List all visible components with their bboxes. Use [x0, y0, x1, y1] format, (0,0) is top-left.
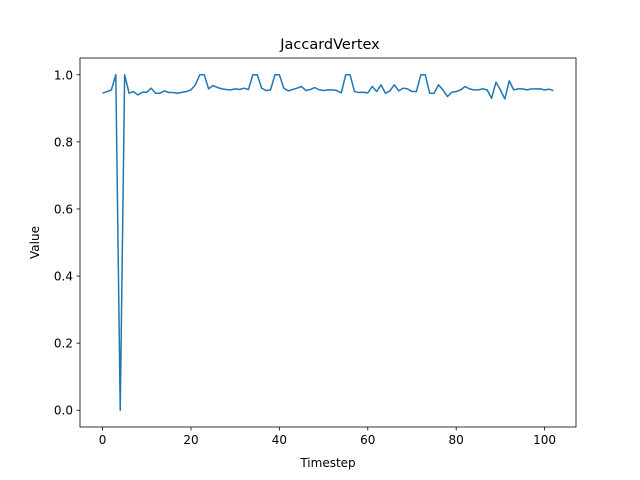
- plot-area: [102, 74, 554, 411]
- y-tick-label: 0.6: [54, 202, 73, 216]
- x-tick-label: 60: [360, 433, 375, 447]
- y-tick-label: 0.4: [54, 270, 73, 284]
- x-tick-label: 80: [449, 433, 464, 447]
- y-tick-label: 0.2: [54, 337, 73, 351]
- x-tick-label: 40: [272, 433, 287, 447]
- series-line-0: [102, 74, 554, 411]
- x-tick-label: 0: [99, 433, 107, 447]
- x-tick-label: 100: [533, 433, 556, 447]
- axes-frame: [79, 57, 577, 428]
- y-tick-label: 0.8: [54, 135, 73, 149]
- x-tick-label: 20: [183, 433, 198, 447]
- x-axis-label: Timestep: [299, 456, 355, 470]
- chart-title: JaccardVertex: [279, 37, 380, 53]
- y-axis-label: Value: [28, 226, 42, 259]
- y-axis-ticks: 0.0 0.2 0.4 0.6 0.8 1.0: [54, 68, 80, 418]
- y-tick-label: 1.0: [54, 68, 73, 82]
- y-tick-label: 0.0: [54, 404, 73, 418]
- x-axis-ticks: 0 20 40 60 80 100: [99, 427, 556, 447]
